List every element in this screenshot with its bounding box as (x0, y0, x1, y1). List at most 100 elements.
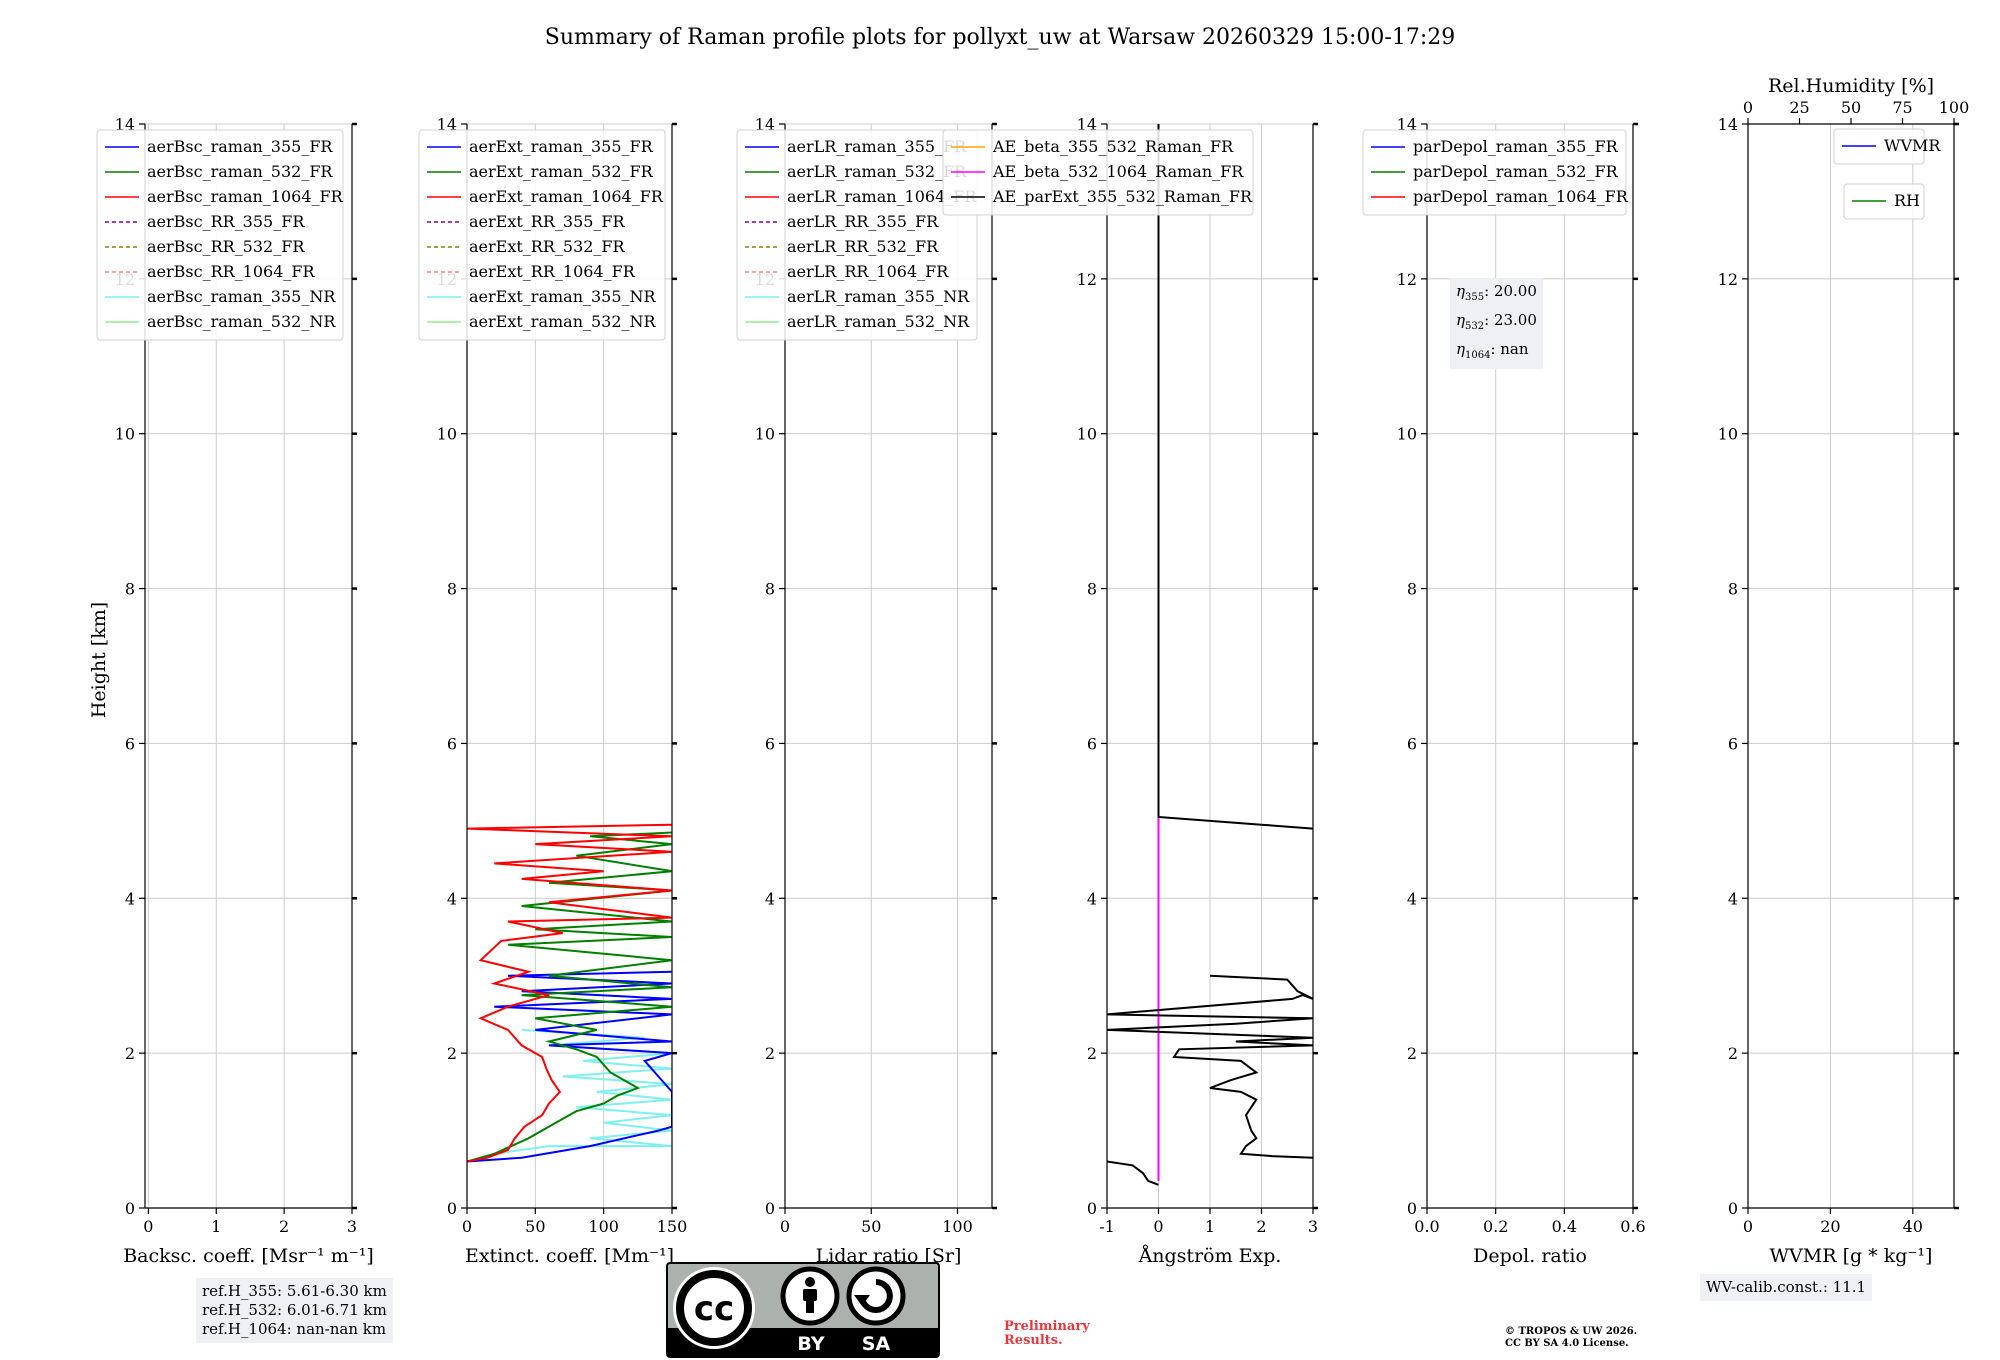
x-tick-label: 0 (143, 1217, 153, 1236)
y-tick-label: 14 (1397, 115, 1417, 134)
x-top-tick-label: 100 (1939, 98, 1970, 117)
ref-height-532: ref.H_532: 6.01-6.71 km (202, 1301, 387, 1319)
sa-share-alike-icon (846, 1266, 906, 1326)
x-tick-label: 150 (657, 1217, 688, 1236)
y-tick-label: 8 (125, 580, 135, 599)
svg-text:cc: cc (694, 1289, 734, 1329)
y-tick-label: 8 (765, 580, 775, 599)
eta-532: η532: 23.00 (1456, 311, 1537, 332)
ref-height-355: ref.H_355: 5.61-6.30 km (202, 1282, 387, 1300)
extinction-legend-entry: aerExt_raman_355_FR (469, 137, 654, 156)
x-tick-label: 0 (1153, 1217, 1163, 1236)
panel-group: 024681012140123Backsc. coeff. [Msr⁻¹ m⁻¹… (96, 75, 1970, 1267)
panel-wvmr: 0 2 4 6 8 10 12 14 0 20 40 WVMR [g * kg⁻¹] 0 25 50 75 10… (1718, 75, 1970, 1267)
x-axis-label: Ångström Exp. (1138, 1245, 1282, 1267)
x-tick-label: 3 (347, 1217, 357, 1236)
x-tick-label: 0.2 (1483, 1217, 1508, 1236)
series-ae-parext-355-532-raman-fr-lower- (1107, 974, 1313, 1159)
preliminary-results-note: Preliminary Results. (1004, 1319, 1090, 1348)
x-tick-label: 1 (211, 1217, 221, 1236)
angstrom-legend (942, 129, 1254, 216)
x-axis-label: Backsc. coeff. [Msr⁻¹ m⁻¹] (123, 1245, 374, 1267)
eta-box: η355: 20.00 η532: 23.00 η1064: nan (1450, 278, 1543, 369)
series-ae-parext-355-532-raman-fr-bottom- (1107, 1160, 1159, 1186)
backscatter-legend-entry: aerBsc_raman_532_NR (147, 312, 336, 331)
y-tick-label: 14 (437, 115, 457, 134)
x-tick-label: -1 (1099, 1217, 1115, 1236)
x-tick-label: 0 (462, 1217, 472, 1236)
x-tick-label: 20 (1820, 1217, 1840, 1236)
x-tick-label: 0.4 (1552, 1217, 1577, 1236)
reference-height-box: ref.H_355: 5.61-6.30 km ref.H_532: 6.01-… (196, 1278, 393, 1343)
y-tick-label: 12 (1718, 270, 1738, 289)
y-tick-label: 2 (1407, 1044, 1417, 1063)
angstrom-legend-entry: AE_parExt_355_532_Raman_FR (992, 187, 1253, 206)
backscatter-legend-entry: aerBsc_raman_532_FR (147, 162, 333, 181)
series-aerext-raman-532-fr (467, 831, 672, 1163)
y-tick-label: 10 (755, 425, 775, 444)
x-axis-label: Extinct. coeff. [Mm⁻¹] (465, 1245, 674, 1267)
extinction-legend-entry: aerExt_RR_532_FR (469, 237, 626, 256)
x-tick-label: 0 (780, 1217, 790, 1236)
x-tick-label: 0 (1743, 1217, 1753, 1236)
y-tick-label: 8 (1728, 580, 1738, 599)
panel-depol: 0 2 4 6 8 10 12 14 0.0 0.2 0.4 0.6 Depol. ratio parDe… (1362, 115, 1646, 1267)
x-top-axis-label: Rel.Humidity [%] (1768, 75, 1934, 97)
x-tick-label: 50 (861, 1217, 881, 1236)
y-tick-label: 8 (1407, 580, 1417, 599)
x-top-tick-label: 75 (1892, 98, 1912, 117)
y-tick-label: 4 (1407, 889, 1417, 908)
extinction-legend-entry: aerExt_raman_532_FR (469, 162, 654, 181)
backscatter-legend-entry: aerBsc_RR_1064_FR (147, 262, 316, 281)
y-tick-label: 6 (447, 734, 457, 753)
x-top-tick-label: 0 (1743, 98, 1753, 117)
x-top-tick-label: 25 (1789, 98, 1809, 117)
y-tick-label: 6 (765, 734, 775, 753)
y-tick-label: 0 (1728, 1199, 1738, 1218)
backscatter-legend-entry: aerBsc_RR_355_FR (147, 212, 305, 231)
cc-license-badge: cc BY SA (666, 1262, 940, 1358)
depol-legend-entry: parDepol_raman_355_FR (1413, 137, 1619, 156)
y-tick-label: 6 (1728, 734, 1738, 753)
panel-backscatter: 024681012140123Backsc. coeff. [Msr⁻¹ m⁻¹… (96, 115, 374, 1267)
series-aerext-raman-355-fr (467, 970, 672, 1163)
y-tick-label: 10 (437, 425, 457, 444)
y-tick-label: 2 (447, 1044, 457, 1063)
lidar_ratio-legend-entry: aerLR_raman_355_FR (787, 137, 967, 156)
x-top-tick-label: 50 (1841, 98, 1861, 117)
y-tick-label: 6 (1407, 734, 1417, 753)
extinction-series-group (467, 823, 672, 1163)
eta-355: η355: 20.00 (1456, 282, 1537, 303)
y-tick-label: 6 (1087, 734, 1097, 753)
y-tick-label: 2 (1728, 1044, 1738, 1063)
y-tick-label: 10 (1077, 425, 1097, 444)
y-tick-label: 14 (115, 115, 135, 134)
x-axis-label: Depol. ratio (1473, 1245, 1587, 1267)
lidar_ratio-legend-entry: aerLR_RR_532_FR (787, 237, 939, 256)
backscatter-legend-entry: aerBsc_raman_1064_FR (147, 187, 344, 206)
y-tick-label: 10 (1397, 425, 1417, 444)
lidar_ratio-legend (736, 129, 978, 341)
x-tick-label: 0.6 (1620, 1217, 1645, 1236)
y-tick-label: 0 (125, 1199, 135, 1218)
x-axis-label: WVMR [g * kg⁻¹] (1770, 1245, 1933, 1267)
y-tick-label: 8 (447, 580, 457, 599)
lidar_ratio-legend-entry: aerLR_raman_532_FR (787, 162, 967, 181)
x-tick-label: 1 (1205, 1217, 1215, 1236)
depol-legend-entry: parDepol_raman_1064_FR (1413, 187, 1629, 206)
y-tick-label: 10 (1718, 425, 1738, 444)
backscatter-legend (96, 129, 344, 341)
depol-legend-entry: parDepol_raman_532_FR (1413, 162, 1619, 181)
extinction-legend-entry: aerExt_raman_355_NR (469, 287, 657, 306)
x-tick-label: 100 (588, 1217, 619, 1236)
y-tick-label: 14 (1718, 115, 1738, 134)
figure-title: Summary of Raman profile plots for polly… (545, 25, 1455, 50)
rh-legend-entry: RH (1894, 191, 1920, 210)
angstrom-series-group (1107, 124, 1313, 1186)
backscatter-legend-entry: aerBsc_RR_532_FR (147, 237, 305, 256)
series-aerext-raman-355-nr (467, 1028, 672, 1163)
y-tick-label: 12 (1397, 270, 1417, 289)
ref-height-1064: ref.H_1064: nan-nan km (202, 1320, 387, 1338)
y-tick-label: 4 (1087, 889, 1097, 908)
y-tick-label: 12 (1077, 270, 1097, 289)
